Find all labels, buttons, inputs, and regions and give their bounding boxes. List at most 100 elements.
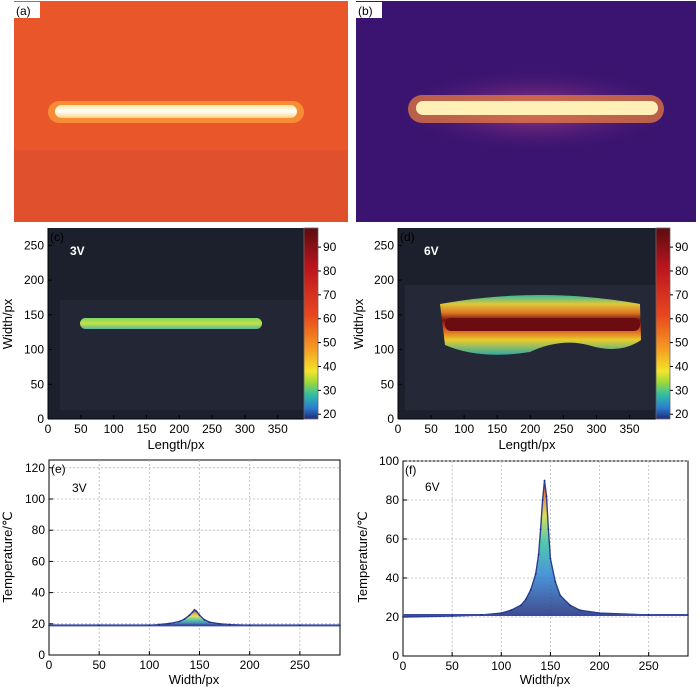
x-tick-label: 150 <box>487 422 507 436</box>
panel-e-label: (e) <box>51 462 66 476</box>
panel-f-label: (f) <box>405 463 416 477</box>
colorbar-tick-label: 30 <box>675 383 689 397</box>
panel-f-xlabel: Width/px <box>520 672 571 687</box>
data-point <box>554 581 557 583</box>
heatmap-d-hot-core <box>445 318 640 331</box>
temperature-profile-fill <box>403 480 688 617</box>
data-point <box>193 608 196 611</box>
panel-d-label: (d) <box>400 230 415 244</box>
data-point <box>569 604 571 607</box>
panel-d-xlabel: Length/px <box>498 437 556 452</box>
y-tick-label: 100 <box>374 343 394 357</box>
x-tick-label: 50 <box>445 659 459 673</box>
panel-e-annotation: 3V <box>72 481 87 495</box>
x-tick-label: 150 <box>190 658 210 672</box>
data-point <box>529 588 532 591</box>
y-tick-label: 20 <box>386 610 400 624</box>
colorbar-tick-label: 60 <box>675 312 689 326</box>
axes-c: 0 50 100 150 200 250 300 350 0 50 100 150 200 250 20 30… <box>24 227 337 436</box>
data-point <box>198 614 201 617</box>
data-point <box>98 624 101 627</box>
y-tick-label: 100 <box>25 492 45 506</box>
data-point <box>339 624 341 627</box>
y-tick-label: 250 <box>24 238 44 252</box>
data-point <box>500 612 503 614</box>
x-tick-label: 150 <box>136 422 156 436</box>
y-tick-label: 40 <box>32 586 46 600</box>
data-point <box>520 604 522 607</box>
x-tick-label: 200 <box>169 422 189 436</box>
data-point <box>549 557 552 560</box>
heatmap-c-ambient <box>60 300 305 410</box>
y-tick-label: 200 <box>24 273 44 287</box>
data-point <box>545 495 548 497</box>
panel-f: 0 50 100 150 200 250 0 20 40 60 80 100 (f) 6V Width… <box>355 454 689 687</box>
x-tick-label: 300 <box>235 422 255 436</box>
colorbar-tick-label: 80 <box>675 264 689 278</box>
data-point <box>647 614 650 616</box>
panel-f-annotation: 6V <box>425 480 440 494</box>
data-point <box>524 598 527 601</box>
colorbar-tick-label: 40 <box>675 359 689 373</box>
y-tick-label: 60 <box>32 554 46 568</box>
colorbar-tick-label: 20 <box>323 407 337 421</box>
data-point <box>183 618 186 621</box>
heater-rod-b <box>416 101 658 115</box>
y-tick-label: 120 <box>25 461 45 475</box>
axes-f: 0 50 100 150 200 250 0 20 40 60 80 100 <box>379 454 689 673</box>
panel-b-label: (b) <box>358 4 373 18</box>
y-tick-label: 150 <box>24 308 44 322</box>
data-point <box>402 616 404 618</box>
data-point <box>451 615 454 617</box>
panel-e: 0 50 100 150 200 250 0 20 40 60 80 100 120 (e) 3V Wi… <box>0 459 341 687</box>
heatmap-c-hot-band <box>80 318 262 329</box>
panel-d-ylabel: Width/px <box>351 298 366 349</box>
x-tick-label: 200 <box>590 659 610 673</box>
y-tick-label: 50 <box>381 377 395 391</box>
panel-c-annotation: 3V <box>70 244 85 258</box>
thermal-image-a-shade <box>14 150 348 222</box>
y-tick-label: 60 <box>386 532 400 546</box>
axes-d: 0 50 100 150 200 250 300 350 0 50 100 150 200 250 20 30… <box>374 227 689 436</box>
panel-b-label-bg <box>356 2 382 18</box>
y-tick-label: 50 <box>31 377 45 391</box>
colorbar-tick-label: 90 <box>675 240 689 254</box>
data-point <box>534 573 537 575</box>
panel-a-label: (a) <box>16 4 31 18</box>
data-point <box>298 624 301 627</box>
x-tick-label: 150 <box>540 659 560 673</box>
data-point <box>228 623 231 626</box>
x-tick-label: 300 <box>586 422 606 436</box>
colorbar-tick-label: 40 <box>323 359 337 373</box>
x-tick-label: 350 <box>268 422 288 436</box>
x-tick-label: 0 <box>395 422 402 436</box>
data-point <box>539 528 542 531</box>
x-tick-label: 250 <box>202 422 222 436</box>
panel-c-xlabel: Length/px <box>147 437 205 452</box>
data-point <box>218 622 221 625</box>
data-point <box>559 594 562 597</box>
x-tick-label: 50 <box>74 422 88 436</box>
panel-c: 0 50 100 150 200 250 300 350 0 50 100 150 200 250 20 30… <box>0 227 337 452</box>
data-point <box>578 609 581 612</box>
colorbar-tick-label: 90 <box>323 240 337 254</box>
colorbar-tick-label: 70 <box>323 288 337 302</box>
data-point <box>191 611 194 613</box>
temperature-profile-fill <box>49 609 340 626</box>
x-tick-label: 50 <box>92 658 106 672</box>
data-point <box>537 553 540 556</box>
data-point <box>148 624 151 627</box>
y-tick-label: 100 <box>379 454 399 468</box>
colorbar-c <box>304 228 318 419</box>
data-point <box>208 621 211 624</box>
y-tick-label: 80 <box>386 493 400 507</box>
x-tick-label: 100 <box>454 422 474 436</box>
y-tick-label: 0 <box>387 412 394 426</box>
data-point <box>541 499 544 501</box>
data-point <box>480 614 483 616</box>
x-tick-label: 250 <box>290 658 310 672</box>
data-point <box>598 612 601 614</box>
x-tick-label: 200 <box>240 658 260 672</box>
x-tick-label: 0 <box>46 658 53 672</box>
y-tick-label: 0 <box>37 412 44 426</box>
